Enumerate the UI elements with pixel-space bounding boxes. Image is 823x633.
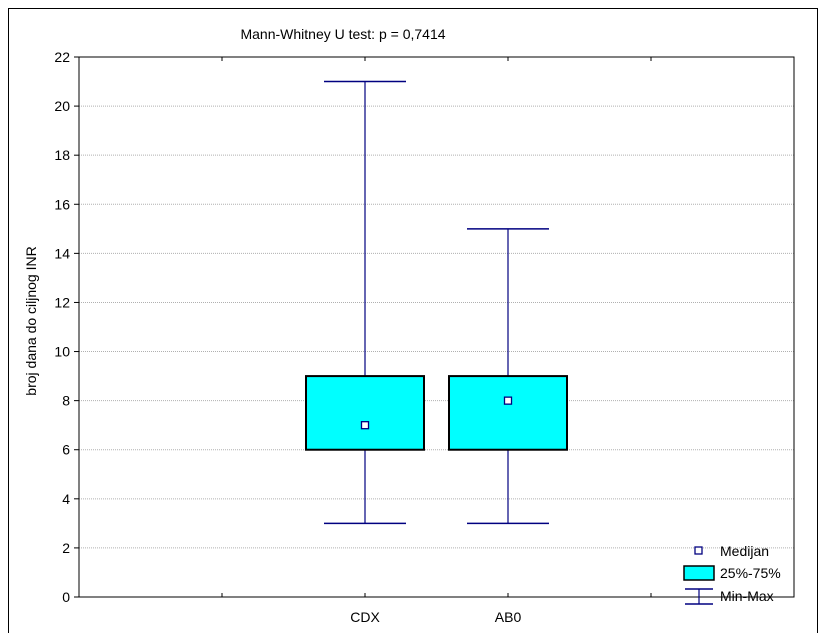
legend-box-swatch bbox=[683, 565, 715, 581]
x-axis-labels: CDX AB0 bbox=[350, 609, 521, 625]
grid-lines bbox=[79, 105, 794, 549]
x-tick-label: AB0 bbox=[495, 609, 522, 625]
chart-frame bbox=[8, 8, 818, 633]
legend-range-label: Min-Max bbox=[720, 588, 774, 604]
median-marker bbox=[360, 421, 370, 430]
legend-median-marker bbox=[694, 546, 703, 555]
legend-box-label: 25%-75% bbox=[720, 565, 781, 581]
y-tick-label: 10 bbox=[54, 344, 70, 360]
chart-title: Mann-Whitney U test: p = 0,7414 bbox=[240, 26, 445, 42]
y-tick-label: 20 bbox=[54, 98, 70, 114]
legend-median-label: Medijan bbox=[720, 543, 769, 559]
y-tick-label: 22 bbox=[54, 49, 70, 65]
box-ab0 bbox=[448, 228, 568, 525]
x-tick-label: CDX bbox=[350, 609, 380, 625]
y-tick-label: 12 bbox=[54, 294, 70, 310]
y-tick-label: 14 bbox=[54, 245, 70, 261]
y-axis-label: broj dana do ciljnog INR bbox=[23, 246, 39, 395]
y-tick-label: 16 bbox=[54, 196, 70, 212]
y-axis: 0 2 4 6 8 10 12 14 16 18 20 22 bbox=[54, 49, 79, 605]
plot-area bbox=[78, 56, 795, 598]
boxes bbox=[305, 80, 568, 525]
y-tick-label: 8 bbox=[62, 393, 70, 409]
iqr-box bbox=[305, 375, 425, 451]
median-marker bbox=[503, 396, 513, 405]
y-tick-label: 6 bbox=[62, 442, 70, 458]
x-axis-ticks bbox=[221, 57, 652, 597]
y-tick-label: 18 bbox=[54, 147, 70, 163]
y-tick-label: 2 bbox=[62, 540, 70, 556]
y-tick-label: 0 bbox=[62, 589, 70, 605]
iqr-box bbox=[448, 375, 568, 451]
y-tick-label: 4 bbox=[62, 491, 70, 507]
legend: Medijan 25%-75% Min-Max bbox=[683, 543, 781, 605]
box-cdx bbox=[305, 80, 425, 525]
